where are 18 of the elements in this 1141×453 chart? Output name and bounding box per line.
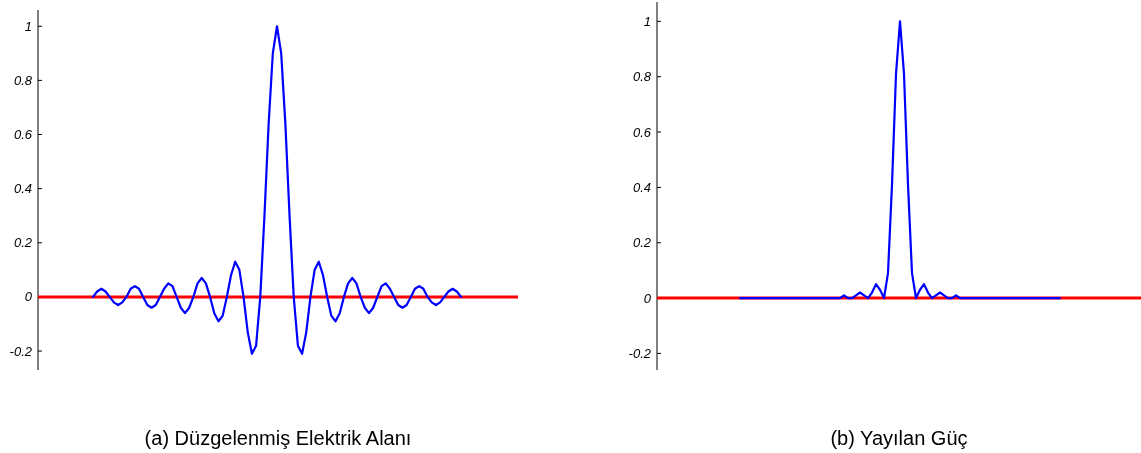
y-tick-label: 0.8 [632, 69, 652, 85]
line-series [91, 25, 463, 355]
line-series [738, 20, 1062, 300]
y-tick-label: -0.2 [9, 343, 33, 359]
y-tick-label: 0.6 [632, 124, 652, 140]
y-tick-label: 1 [24, 18, 32, 34]
y-tick-label: 0.8 [13, 72, 33, 88]
text: (a) Düzgelenmiş Elektrik Alanı [144, 427, 412, 449]
y-tick-label: 0 [643, 290, 652, 306]
y-tick-label: 1 [643, 13, 651, 29]
y-tick-label: 0.4 [632, 179, 651, 195]
y-tick-label: 0.2 [632, 235, 652, 251]
y-tick-label: 0.6 [13, 127, 33, 143]
text: (b) Yayılan Güç [830, 427, 968, 449]
y-tick-label: 0 [24, 289, 33, 305]
y-tick-label: 0.4 [13, 181, 32, 197]
y-tick-label: -0.2 [628, 345, 652, 361]
y-tick-label: 0.2 [13, 235, 33, 251]
